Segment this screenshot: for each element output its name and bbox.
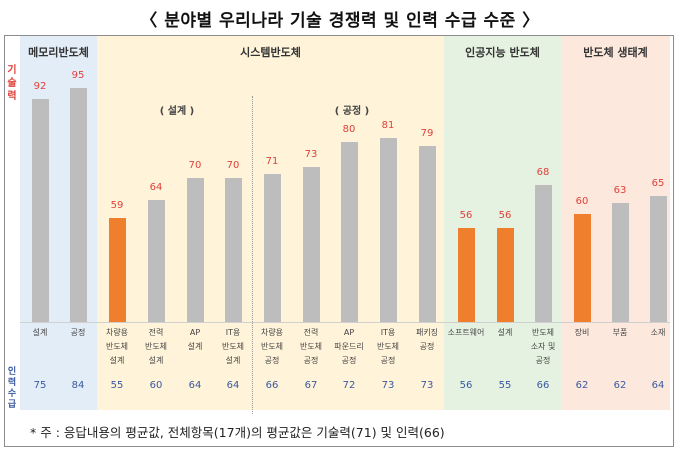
- subgroup-label-design: ( 설계 ): [159, 106, 195, 117]
- bar: [70, 88, 87, 322]
- tech-value-label: 70: [226, 160, 240, 171]
- tech-value-label: 79: [420, 127, 434, 139]
- category-label: AP 설계: [187, 328, 203, 351]
- category-label: 공정: [70, 328, 86, 337]
- category-label: 반도체 소자 및 공정: [530, 328, 556, 365]
- category-label: IT용 반도체 설계: [221, 328, 245, 365]
- category-label: 설계: [497, 328, 513, 337]
- manpower-value-label: 66: [265, 380, 279, 391]
- tech-value-label: 92: [33, 80, 47, 92]
- tech-value-label: 95: [71, 70, 85, 81]
- tech-axis-label: 기 술 력: [7, 65, 17, 102]
- manpower-value-label: 64: [226, 380, 240, 391]
- manpower-value-label: 73: [381, 380, 395, 391]
- category-label: 전력 반도체 설계: [144, 328, 168, 365]
- bar: [458, 228, 475, 322]
- category-label: 부품: [612, 328, 628, 337]
- subgroup-divider: [252, 96, 253, 414]
- tech-value-label: 59: [110, 199, 124, 211]
- tech-value-label: 64: [149, 181, 163, 193]
- category-label: 차량용 반도체 설계: [105, 328, 129, 365]
- category-label: 패키징 공정: [415, 328, 439, 351]
- panel-title: 시스템반도체: [240, 46, 301, 59]
- tech-value-label: 63: [613, 185, 627, 197]
- baseline: [20, 322, 670, 323]
- panel-title: 메모리반도체: [28, 46, 89, 59]
- bar: [303, 167, 320, 322]
- subgroup-label-process: ( 공정 ): [334, 106, 370, 117]
- bar: [650, 196, 667, 322]
- footnote: * 주 : 응답내용의 평균값, 전체항목(17개)의 평균값은 기술력(71)…: [30, 425, 445, 440]
- category-label: 소프트웨어: [447, 328, 485, 337]
- category-label: IT용 반도체 공정: [376, 328, 400, 365]
- chart-title: 〈 분야별 우리나라 기술 경쟁력 및 인력 수급 수준 〉: [140, 11, 540, 31]
- category-label: 소재: [650, 328, 666, 337]
- manpower-value-label: 60: [149, 380, 163, 391]
- manpower-value-label: 84: [71, 380, 85, 391]
- bar: [187, 178, 204, 322]
- tech-value-label: 81: [381, 120, 395, 132]
- manpower-value-label: 55: [498, 380, 512, 391]
- bar: [264, 174, 281, 322]
- manpower-value-label: 72: [342, 380, 356, 391]
- manpower-value-label: 75: [33, 380, 47, 391]
- category-label: 설계: [32, 328, 48, 337]
- bar: [341, 142, 358, 322]
- manpower-value-label: 73: [420, 380, 434, 391]
- category-label: AP 파운드리 공정: [334, 328, 364, 365]
- bar: [32, 98, 49, 322]
- bar: [109, 217, 126, 322]
- manpower-value-label: 67: [304, 380, 318, 391]
- category-label: 장비: [574, 328, 590, 337]
- tech-value-label: 71: [265, 156, 279, 168]
- manpower-value-label: 66: [536, 380, 550, 391]
- manpower-value-label: 62: [575, 380, 589, 391]
- panel-title: 인공지능 반도체: [465, 46, 540, 59]
- bar: [612, 203, 629, 322]
- bar: [148, 199, 165, 322]
- bar: [419, 145, 436, 322]
- tech-value-label: 73: [304, 149, 318, 161]
- tech-value-label: 65: [651, 178, 665, 189]
- bar: [225, 178, 242, 322]
- manpower-axis-label: 인 력 수 급: [7, 367, 17, 410]
- tech-value-label: 68: [536, 167, 550, 179]
- tech-value-label: 70: [188, 160, 202, 171]
- tech-value-label: 56: [498, 210, 512, 222]
- manpower-value-label: 64: [188, 380, 202, 391]
- tech-value-label: 60: [575, 196, 589, 207]
- panel-title: 반도체 생태계: [583, 46, 648, 59]
- bar: [497, 228, 514, 322]
- tech-value-label: 56: [459, 210, 473, 222]
- bar: [574, 214, 591, 322]
- tech-value-label: 80: [342, 124, 356, 135]
- category-label: 차량용 반도체 공정: [260, 328, 284, 365]
- manpower-value-label: 62: [613, 380, 627, 391]
- manpower-value-label: 64: [651, 380, 665, 391]
- bar: [535, 185, 552, 322]
- category-label: 전력 반도체 공정: [299, 328, 323, 365]
- manpower-value-label: 56: [459, 380, 473, 391]
- bar: [380, 138, 397, 322]
- manpower-value-label: 55: [110, 380, 124, 391]
